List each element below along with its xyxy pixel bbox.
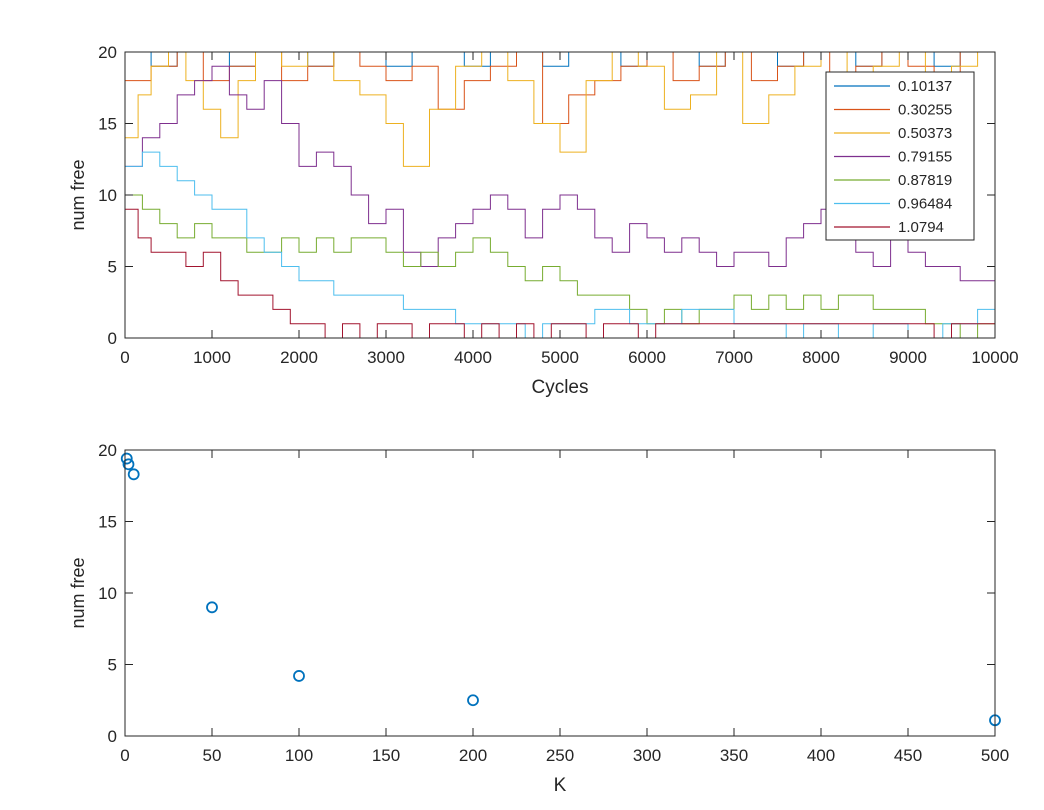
x-tick-label: 250 <box>546 746 574 765</box>
scatter-point <box>467 694 479 707</box>
y-tick-label: 10 <box>98 186 117 205</box>
x-tick-label: 350 <box>720 746 748 765</box>
x-tick-label: 0 <box>120 746 129 765</box>
x-tick-label: 200 <box>459 746 487 765</box>
x-tick-label: 7000 <box>715 348 753 367</box>
legend-label: 0.10137 <box>898 78 952 95</box>
x-tick-label: 4000 <box>454 348 492 367</box>
legend-label: 0.30255 <box>898 102 952 119</box>
y-tick-label: 20 <box>98 441 117 460</box>
y-tick-label: 15 <box>98 513 117 532</box>
x-tick-label: 3000 <box>367 348 405 367</box>
x-tick-label: 10000 <box>971 348 1018 367</box>
x-tick-label: 5000 <box>541 348 579 367</box>
scatter-point <box>120 452 133 465</box>
x-axis-label: K <box>554 775 567 796</box>
legend-items: 0.10137 0.30255 0.50373 0.79155 0.87819 0.964… <box>834 78 952 236</box>
axis-ticks: 0 50 100 150 200 250 300 350 400 450 500 0 5 10 15 20 <box>98 441 1009 765</box>
x-tick-label: 300 <box>633 746 661 765</box>
x-tick-label: 500 <box>981 746 1009 765</box>
x-tick-label: 150 <box>372 746 400 765</box>
axis-ticks: 0 1000 2000 3000 4000 5000 6000 7000 8000 9000 100… <box>98 43 1019 367</box>
y-tick-label: 5 <box>108 258 117 277</box>
k-scatter-plot: 0 50 100 150 200 250 300 350 400 450 500 0 5 10 15 20 K… <box>68 441 1009 796</box>
scatter-point <box>293 670 305 682</box>
legend-label: 0.79155 <box>898 149 952 166</box>
y-tick-label: 10 <box>98 584 117 603</box>
scatter-point <box>122 458 135 471</box>
x-tick-label: 450 <box>894 746 922 765</box>
x-tick-label: 100 <box>285 746 313 765</box>
y-tick-label: 5 <box>108 656 117 675</box>
scatter-point <box>127 468 140 481</box>
x-tick-label: 50 <box>203 746 222 765</box>
y-tick-label: 0 <box>108 329 117 348</box>
x-tick-label: 6000 <box>628 348 666 367</box>
x-tick-label: 400 <box>807 746 835 765</box>
y-tick-label: 20 <box>98 43 117 62</box>
y-tick-label: 0 <box>108 727 117 746</box>
y-tick-label: 15 <box>98 115 117 134</box>
legend-label: 1.0794 <box>898 219 944 236</box>
legend-label: 0.50373 <box>898 125 952 142</box>
x-tick-label: 8000 <box>802 348 840 367</box>
x-tick-label: 9000 <box>889 348 927 367</box>
plot-area <box>125 450 995 736</box>
y-axis-label: num free <box>68 159 88 230</box>
x-tick-label: 1000 <box>193 348 231 367</box>
legend-label: 0.96484 <box>898 196 952 213</box>
legend: 0.10137 0.30255 0.50373 0.79155 0.87819 0.964… <box>825 71 975 241</box>
x-tick-label: 2000 <box>280 348 318 367</box>
cycles-line-plot: 0 1000 2000 3000 4000 5000 6000 7000 8000 9000 100… <box>68 43 1019 398</box>
x-tick-label: 0 <box>120 348 129 367</box>
x-axis-label: Cycles <box>531 377 588 398</box>
legend-label: 0.87819 <box>898 172 952 189</box>
series-line-7 <box>125 208 995 339</box>
y-axis-label: num free <box>68 557 88 628</box>
series-line-3 <box>125 51 996 167</box>
scatter-point <box>206 601 218 614</box>
